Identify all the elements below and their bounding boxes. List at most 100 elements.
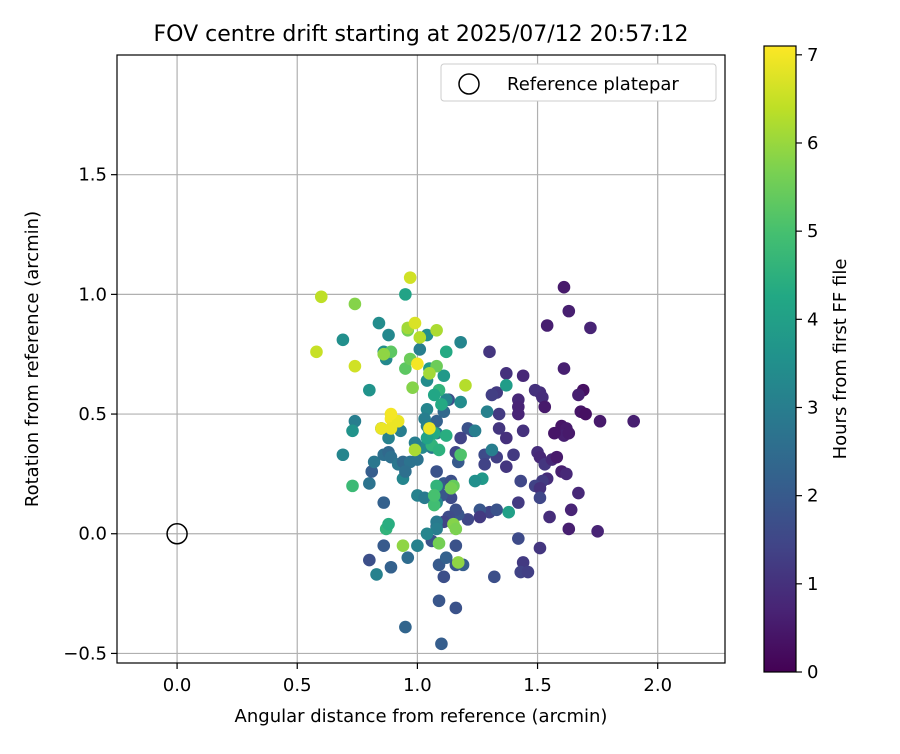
data-point (579, 407, 592, 421)
data-point (413, 331, 427, 344)
data-point (423, 367, 436, 380)
data-point (480, 405, 494, 418)
data-point (399, 288, 412, 301)
x-tick-label: 1.5 (523, 675, 552, 696)
data-point (533, 481, 547, 495)
data-point (548, 426, 561, 440)
data-point (423, 422, 436, 435)
data-point (500, 431, 513, 445)
data-point (399, 465, 412, 478)
data-point (560, 467, 573, 481)
colorbar-tick-label: 4 (807, 309, 818, 330)
data-point (562, 304, 576, 318)
data-point (430, 323, 443, 337)
data-point (454, 431, 467, 445)
data-point (487, 570, 501, 584)
data-point (557, 362, 571, 375)
data-point (483, 345, 496, 359)
data-point (512, 407, 525, 421)
data-point (382, 328, 395, 342)
data-point (449, 601, 463, 615)
colorbar-tick-label: 2 (807, 486, 818, 507)
data-point (500, 379, 513, 392)
data-point (365, 465, 379, 478)
data-point (372, 316, 386, 330)
chart-title: FOV centre drift starting at 2025/07/12 … (154, 22, 689, 47)
data-point (430, 465, 443, 478)
data-point (427, 498, 441, 512)
data-point (427, 489, 441, 502)
data-point (514, 474, 528, 488)
data-point (490, 503, 503, 517)
data-point (363, 477, 376, 490)
data-point (437, 570, 451, 584)
data-point (454, 335, 467, 349)
data-point (384, 560, 398, 574)
data-point (468, 474, 482, 488)
data-point (449, 522, 463, 536)
data-point (408, 316, 422, 330)
data-point (533, 541, 547, 555)
data-point (454, 395, 467, 409)
data-point (584, 321, 597, 335)
y-tick-label: 1.0 (78, 284, 107, 305)
colorbar-label: Hours from first FF file (830, 259, 851, 460)
data-point (502, 505, 516, 519)
data-point (572, 388, 585, 402)
data-point (478, 458, 491, 471)
x-axis-label: Angular distance from reference (arcmin) (235, 706, 608, 727)
plot-area: 0.0 0.5 1.0 1.5 2.0 −0.5 0.0 0.5 1.0 1.5 (63, 54, 726, 696)
data-point (384, 422, 398, 435)
data-point (363, 553, 376, 567)
data-point (444, 481, 458, 495)
data-point (500, 367, 513, 380)
data-point (430, 479, 443, 493)
data-point (538, 400, 552, 414)
data-point (512, 496, 525, 509)
colorbar-tick-label: 1 (807, 574, 818, 595)
data-point (348, 359, 362, 373)
data-point (468, 424, 482, 438)
data-point (413, 343, 427, 356)
data-point (377, 347, 391, 361)
data-point (336, 448, 350, 462)
data-point (516, 424, 530, 438)
data-point (557, 280, 571, 294)
data-point (516, 556, 530, 569)
data-point (411, 539, 424, 553)
data-point (408, 443, 422, 457)
data-point (473, 510, 487, 524)
data-point (550, 450, 564, 464)
data-point (562, 426, 576, 440)
data-point (437, 369, 451, 383)
data-point (348, 297, 362, 311)
data-point (411, 357, 424, 371)
data-point (439, 551, 453, 564)
legend-entry: Reference platepar (507, 74, 679, 95)
data-point (363, 383, 376, 397)
x-tick-label: 2.0 (643, 675, 672, 696)
data-point (507, 448, 520, 462)
data-point (572, 486, 585, 500)
y-axis-label: Rotation from reference (arcmin) (22, 211, 43, 507)
y-tick-label: 0.0 (78, 524, 107, 545)
colorbar-tick-label: 5 (807, 221, 818, 242)
data-point (512, 532, 525, 545)
data-point (454, 448, 467, 462)
plot-frame (116, 54, 726, 664)
data-point (432, 443, 446, 457)
data-point (439, 429, 453, 442)
data-point (406, 381, 419, 395)
data-point (394, 424, 407, 438)
colorbar-tick-label: 6 (807, 133, 818, 154)
data-point (430, 522, 443, 536)
data-point (382, 431, 395, 445)
data-point (516, 369, 530, 383)
data-point (375, 422, 388, 435)
data-point (346, 424, 359, 438)
data-point (591, 525, 604, 538)
data-point (444, 491, 458, 505)
colorbar-gradient (763, 45, 797, 673)
y-tick-label: 1.5 (78, 165, 107, 186)
